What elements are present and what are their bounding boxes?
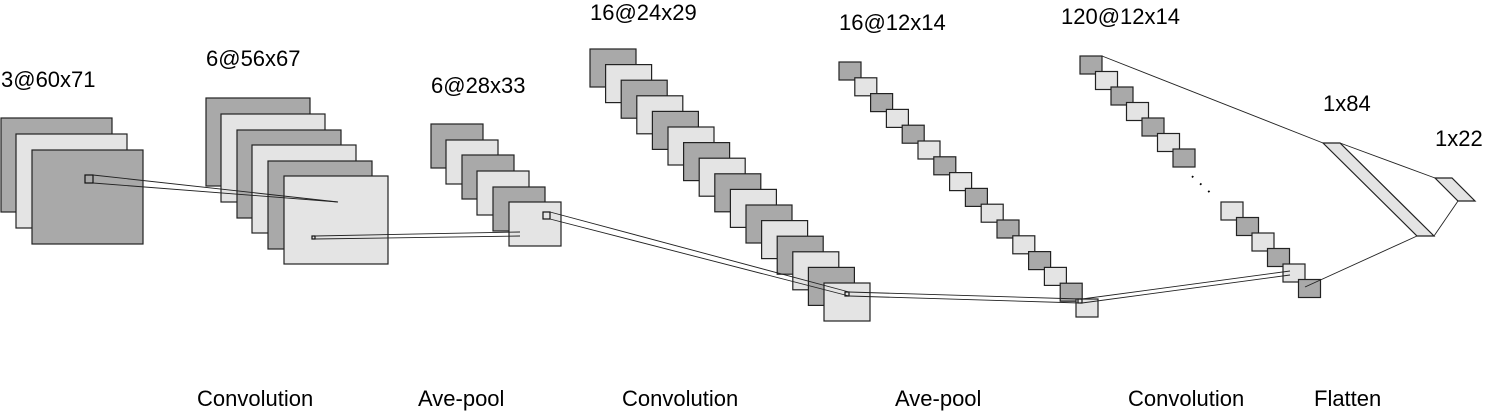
feature-map [1012, 235, 1036, 255]
operation-label-pool2: Ave-pool [895, 386, 981, 411]
feature-map [838, 61, 862, 81]
layer-conv3-top [1079, 55, 1196, 168]
connector-line [1339, 142, 1436, 179]
layer-label-conv2: 16@24x29 [590, 0, 697, 25]
feature-map [1125, 101, 1150, 122]
connector-line [314, 231, 521, 237]
feature-map [1094, 70, 1119, 91]
kernel-window [542, 211, 551, 220]
layer-conv2 [589, 48, 871, 322]
ellipsis-dots: · · · [1184, 167, 1218, 201]
feature-map [1027, 251, 1052, 271]
connector-line [1101, 55, 1324, 144]
layer-conv1 [205, 97, 389, 265]
feature-map [1235, 216, 1260, 237]
feature-map [996, 219, 1020, 239]
kernel-window [844, 291, 850, 297]
operation-label-flatten: Flatten [1314, 386, 1381, 411]
layer-label-conv3: 120@12x14 [1061, 4, 1180, 29]
connector-line [1081, 270, 1291, 300]
feature-map [1266, 247, 1291, 268]
feature-map [508, 201, 562, 247]
feature-map [980, 203, 1004, 223]
feature-map [283, 175, 389, 265]
feature-map [1251, 232, 1275, 252]
feature-map [1079, 55, 1103, 75]
layer-label-pool2: 16@12x14 [839, 10, 946, 35]
connector-line [848, 295, 1081, 304]
layer-pool2 [838, 61, 1099, 318]
feature-map [964, 187, 989, 207]
operation-label-pool1: Ave-pool [418, 386, 504, 411]
layer-labels: 3@60x71 6@56x67 6@28x33 16@24x29 16@12x1… [1, 0, 1483, 151]
feature-map [901, 124, 925, 144]
connector-line [848, 291, 1081, 300]
feature-map [1220, 201, 1244, 221]
feature-map [1297, 278, 1322, 299]
layer-label-pool1: 6@28x33 [431, 73, 526, 98]
connector-line [92, 174, 339, 203]
feature-map [1110, 86, 1134, 106]
operation-label-conv1: Convolution [197, 386, 313, 411]
connector-line [1081, 274, 1291, 304]
connection-lines [92, 55, 1459, 304]
feature-map [1043, 266, 1068, 286]
layer-label-input: 3@60x71 [1, 67, 96, 92]
feature-map [1141, 117, 1165, 137]
fully-connected-layer-2 [1433, 177, 1477, 202]
layer-label-fc2: 1x22 [1435, 126, 1483, 151]
operation-label-conv2: Convolution [622, 386, 738, 411]
feature-map [31, 149, 144, 245]
feature-map [854, 77, 878, 97]
operation-label-conv3: Convolution [1128, 386, 1244, 411]
connector-line [549, 211, 850, 293]
feature-map [933, 156, 957, 176]
connector-line [314, 235, 521, 240]
feature-map [1059, 282, 1083, 302]
layer-label-conv1: 6@56x67 [206, 46, 301, 71]
kernel-window [84, 174, 94, 184]
feature-map [948, 172, 973, 192]
layer-label-fc1: 1x84 [1323, 91, 1371, 116]
layer-input [0, 117, 144, 245]
layer-pool1 [430, 123, 562, 247]
connector-line [1304, 235, 1418, 288]
feature-map [1282, 263, 1306, 283]
connector-line [1433, 200, 1459, 237]
kernel-window [311, 235, 316, 240]
operation-labels: Convolution Ave-pool Convolution Ave-poo… [197, 386, 1381, 411]
feature-map [917, 140, 941, 160]
feature-map [1156, 132, 1181, 153]
feature-map [1172, 148, 1196, 168]
feature-map [823, 282, 871, 322]
connector-line [92, 182, 339, 203]
layer-conv3-bottom [1220, 201, 1322, 299]
feature-map [869, 92, 894, 113]
connector-line [549, 218, 850, 297]
feature-map [885, 108, 910, 129]
